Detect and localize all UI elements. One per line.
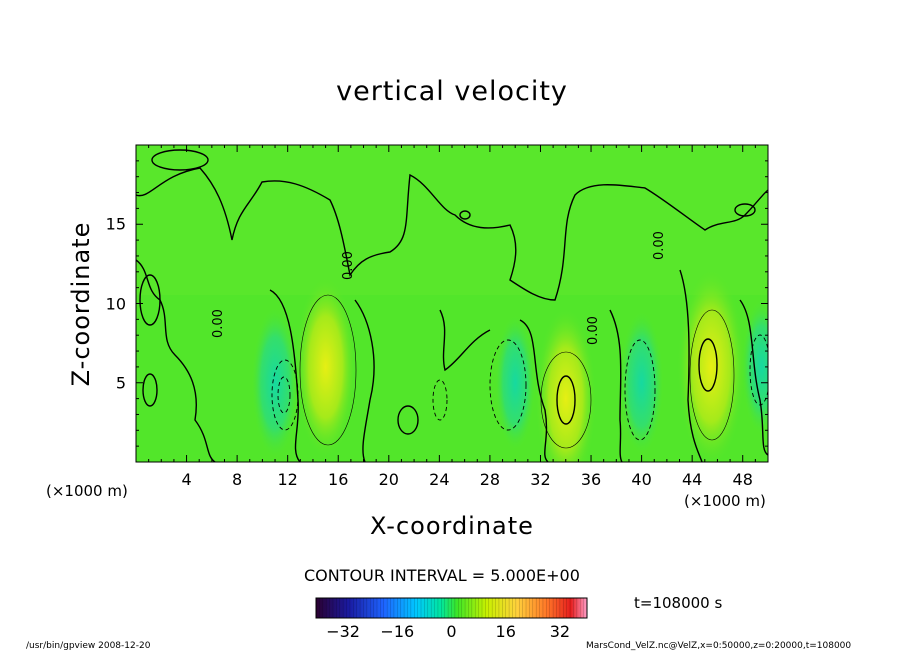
x-tick-label: 8 xyxy=(232,470,243,489)
contour-label: 0.00 xyxy=(586,316,601,345)
x-tick-label: 28 xyxy=(479,470,501,489)
x-tick-label: 12 xyxy=(277,470,298,489)
colorbar-tick-label: −16 xyxy=(380,622,415,641)
time-label: t=108000 s xyxy=(634,594,723,612)
contour-closed xyxy=(397,405,419,435)
positive-contours xyxy=(299,294,735,449)
contour-negative xyxy=(277,376,291,414)
contour-label: 0.00 xyxy=(341,251,356,280)
x-tick-label: 44 xyxy=(681,470,703,489)
contour-closed xyxy=(139,274,161,326)
footer-right: MarsCond_VelZ.nc@VelZ,x=0:50000,z=0:2000… xyxy=(586,641,852,651)
axis-ticks xyxy=(135,144,769,463)
contour-labels: 0.00 0.00 0.00 0.00 xyxy=(211,231,667,345)
updraft-2 xyxy=(535,306,597,462)
footer-left: /usr/bin/gpview 2008-12-20 xyxy=(26,641,151,651)
contour-label: 0.00 xyxy=(211,309,226,338)
colorbar-tick-label: 32 xyxy=(549,622,571,641)
contour-zero-line xyxy=(739,299,768,456)
colorbar-tick-label: 16 xyxy=(495,622,516,641)
downdraft-4 xyxy=(619,310,664,456)
contour-negative xyxy=(432,379,448,421)
contour-zero-line xyxy=(519,319,549,462)
x-tick-label: 20 xyxy=(378,470,399,489)
colorbar-tick-label: 0 xyxy=(446,622,457,641)
x-tick-label: 32 xyxy=(530,470,551,489)
contour-negative xyxy=(489,339,527,431)
y-tick-label: 5 xyxy=(115,373,126,393)
contour-zero-line xyxy=(609,309,623,462)
x-axis-label: X-coordinate xyxy=(370,512,534,540)
x-tick-label: 48 xyxy=(732,470,753,489)
contour-closed xyxy=(151,149,209,171)
field-features xyxy=(251,266,768,462)
contour-label: 0.00 xyxy=(652,231,667,260)
updraft-5 xyxy=(677,266,746,462)
x-tick-label: 36 xyxy=(580,470,602,489)
x-unit-left: (×1000 m) xyxy=(46,482,128,500)
y-tick-label: 10 xyxy=(105,294,126,313)
colorbar-tick-label: −32 xyxy=(326,622,360,641)
contour-interval-text: CONTOUR INTERVAL = 5.000E+00 xyxy=(304,566,580,585)
contour-negative xyxy=(271,359,299,431)
colorbar-frame xyxy=(315,597,588,619)
x-tick-label: 16 xyxy=(328,470,349,489)
contour-closed xyxy=(556,375,576,425)
updraft-0 xyxy=(295,274,357,460)
downdraft-1 xyxy=(251,306,299,460)
contour-zero-line xyxy=(354,299,375,462)
chart-title: vertical velocity xyxy=(336,76,568,107)
contour-closed xyxy=(142,373,158,407)
x-tick-label: 4 xyxy=(181,470,192,489)
colorbar xyxy=(316,598,587,618)
contour-zero-line xyxy=(136,167,768,301)
field-upper-tint xyxy=(136,145,768,295)
colorbar-stripes xyxy=(315,598,588,618)
negative-contours xyxy=(271,334,768,441)
downdraft-3 xyxy=(494,314,536,452)
contour-zero-line xyxy=(439,309,491,372)
x-tick-label: 24 xyxy=(429,470,450,489)
contour-closed xyxy=(734,203,756,217)
contour-zero-line xyxy=(136,259,216,462)
contour-zero-line xyxy=(679,269,703,462)
y-tick-label: 15 xyxy=(105,214,126,234)
contour-positive xyxy=(689,309,735,441)
contour-closed xyxy=(459,210,471,220)
contour-negative xyxy=(624,339,656,441)
contour-negative xyxy=(749,334,768,406)
x-unit-right: (×1000 m) xyxy=(684,492,766,510)
x-tick-label: 40 xyxy=(631,470,652,489)
contour-positive xyxy=(540,351,592,449)
contour-positive xyxy=(299,294,357,446)
contour-closed xyxy=(698,338,718,392)
